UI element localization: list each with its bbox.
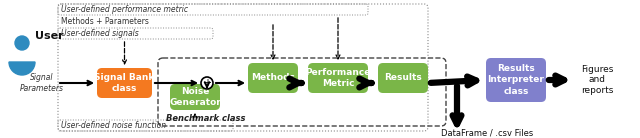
Text: Noise
Generator: Noise Generator bbox=[169, 87, 221, 107]
FancyBboxPatch shape bbox=[378, 63, 428, 93]
Text: Performance
Metric: Performance Metric bbox=[305, 68, 371, 88]
FancyBboxPatch shape bbox=[97, 68, 152, 98]
Text: User-defined noise function: User-defined noise function bbox=[61, 121, 166, 131]
Circle shape bbox=[201, 77, 213, 89]
Text: Methods + Parameters: Methods + Parameters bbox=[61, 18, 149, 26]
FancyBboxPatch shape bbox=[308, 63, 368, 93]
Circle shape bbox=[15, 36, 29, 50]
FancyBboxPatch shape bbox=[486, 58, 546, 102]
Text: Results
Interpreter
class: Results Interpreter class bbox=[488, 64, 545, 96]
Wedge shape bbox=[9, 62, 35, 75]
Text: Figures
and
reports: Figures and reports bbox=[581, 65, 613, 95]
Text: Results: Results bbox=[384, 74, 422, 83]
Text: User: User bbox=[35, 31, 63, 41]
Text: User-defined signals: User-defined signals bbox=[61, 30, 139, 39]
FancyBboxPatch shape bbox=[170, 84, 220, 110]
Text: DataFrame / .csv Files: DataFrame / .csv Files bbox=[441, 128, 533, 137]
Text: +: + bbox=[203, 78, 211, 88]
Text: Signal
Parameters: Signal Parameters bbox=[20, 73, 64, 93]
Text: User-defined performance metric: User-defined performance metric bbox=[61, 6, 188, 14]
Text: Benchmark class: Benchmark class bbox=[166, 114, 246, 123]
Text: Signal Bank
class: Signal Bank class bbox=[94, 73, 155, 93]
Text: Methods: Methods bbox=[251, 74, 295, 83]
FancyBboxPatch shape bbox=[248, 63, 298, 93]
